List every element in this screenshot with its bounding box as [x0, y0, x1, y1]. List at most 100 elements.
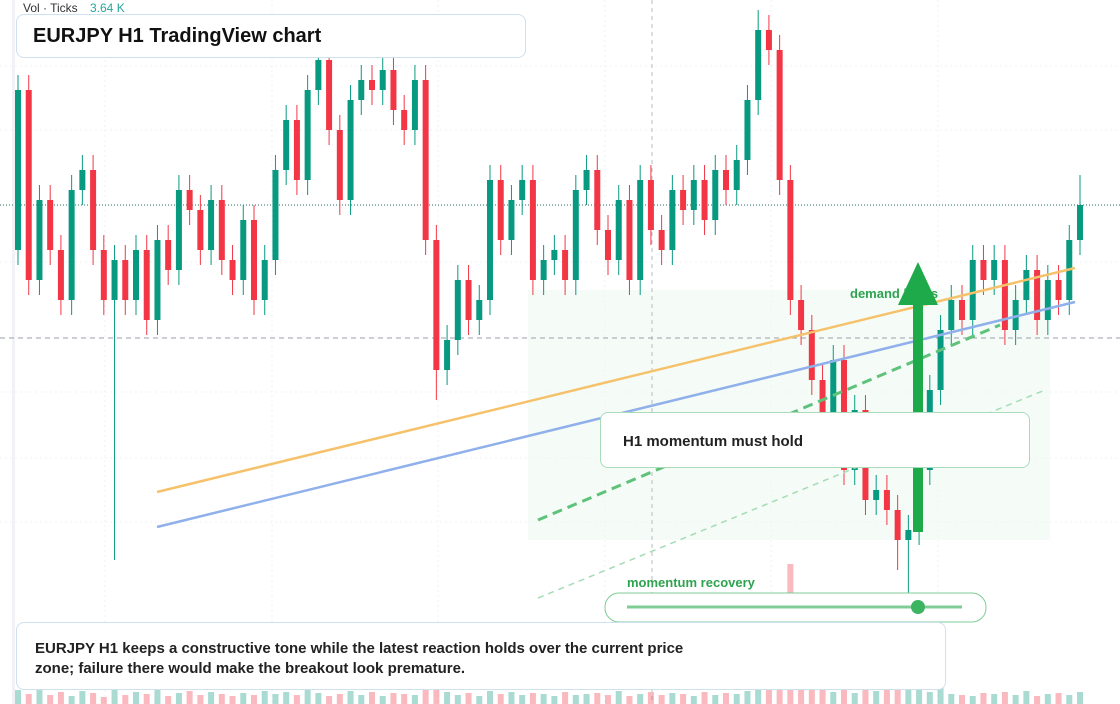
- volume-bar: [272, 694, 279, 704]
- volume-bar: [969, 696, 976, 704]
- volume-bar: [111, 689, 118, 704]
- volume-bar: [605, 695, 611, 704]
- volume-bar: [926, 692, 933, 704]
- volume-bar: [390, 693, 397, 704]
- volume-bar: [723, 693, 729, 704]
- volume-bar: [122, 695, 129, 704]
- candle-body: [90, 170, 97, 250]
- volume-bar: [304, 690, 311, 704]
- volume-bar: [401, 694, 408, 704]
- candle-body: [830, 360, 837, 420]
- candle-body: [529, 180, 536, 280]
- volume-bar: [154, 690, 161, 704]
- volume-bar: [369, 692, 375, 704]
- candle-body: [647, 180, 654, 230]
- volume-bar: [680, 694, 687, 704]
- candle-body: [948, 300, 955, 330]
- volume-bar: [487, 691, 493, 704]
- volume-bar: [744, 691, 751, 704]
- candle-body: [143, 250, 150, 320]
- volume-bar: [572, 695, 579, 704]
- volume-bar: [765, 686, 772, 704]
- volume-bar: [1012, 695, 1019, 704]
- candle-body: [1023, 270, 1030, 300]
- candle-body: [454, 280, 461, 340]
- annotation-box: H1 momentum must hold: [600, 412, 1030, 468]
- volume-bar: [497, 694, 504, 704]
- candle-body: [1001, 260, 1008, 330]
- volume-bar: [830, 692, 837, 704]
- volume-bar: [594, 693, 601, 704]
- candle-body: [133, 250, 139, 300]
- volume-bar: [68, 696, 75, 704]
- candle-body: [1044, 280, 1051, 320]
- volume-bar: [208, 692, 215, 704]
- volume-bar: [133, 692, 139, 704]
- candle-body: [218, 200, 225, 260]
- candle-body: [572, 190, 579, 280]
- volume-value: 3.64 K: [90, 1, 125, 15]
- candle-body: [433, 240, 440, 370]
- volume-bar: [519, 695, 526, 704]
- candle-body: [401, 110, 408, 130]
- candle-body: [637, 180, 644, 280]
- candle-body: [261, 260, 268, 300]
- volume-bar: [529, 693, 536, 704]
- volume-bar: [251, 695, 257, 704]
- volume-bar: [937, 688, 944, 704]
- candle-body: [744, 100, 751, 160]
- volume-bar: [379, 696, 386, 704]
- candle-body: [980, 260, 987, 280]
- candle-body: [959, 300, 965, 320]
- candle-body: [723, 170, 729, 190]
- volume-bar: [712, 695, 719, 704]
- volume-bar: [626, 696, 633, 704]
- candle-body: [122, 260, 129, 300]
- volume-bar: [315, 693, 322, 704]
- slider-knob[interactable]: [911, 600, 925, 614]
- candle-body: [690, 180, 697, 210]
- volume-bar: [411, 695, 418, 704]
- volume-bar: [1001, 692, 1008, 704]
- candle-body: [540, 260, 547, 280]
- candle-body: [551, 250, 558, 260]
- volume-bar: [583, 694, 590, 704]
- volume-bar: [240, 693, 247, 704]
- volume-bar: [1034, 696, 1041, 704]
- caption: EURJPY H1 keeps a constructive tone whil…: [16, 622, 946, 690]
- candle-body: [57, 250, 64, 300]
- volume-bar: [1077, 692, 1083, 704]
- volume-bar: [15, 690, 21, 704]
- candle-body: [583, 170, 590, 190]
- volume-bar: [669, 693, 676, 704]
- candle-body: [251, 220, 257, 300]
- volume-bar: [347, 691, 354, 704]
- candle-body: [669, 190, 676, 250]
- candle-body: [476, 300, 483, 320]
- candle-body: [229, 260, 236, 280]
- volume-bar: [615, 691, 622, 704]
- volume-bar: [647, 692, 654, 704]
- volume-bar: [637, 694, 644, 704]
- candle-body: [197, 210, 204, 250]
- volume-bar: [1044, 694, 1051, 704]
- volume-bar: [905, 684, 912, 704]
- volume-bar: [991, 694, 998, 704]
- volume-bar: [819, 690, 826, 704]
- volume-bar: [755, 689, 762, 704]
- volume-bar: [916, 690, 923, 704]
- candle-body: [733, 160, 740, 190]
- candle-body: [626, 200, 633, 280]
- volume-bar: [229, 696, 236, 704]
- candle-body: [873, 490, 880, 500]
- candle-body: [379, 70, 386, 90]
- candle-body: [315, 60, 322, 90]
- candle-body: [326, 60, 333, 130]
- candle-body: [36, 200, 43, 280]
- volume-bar: [862, 689, 869, 704]
- candle-body: [47, 200, 54, 250]
- candle-body: [969, 260, 976, 320]
- candle-body: [776, 50, 783, 180]
- candle-body: [905, 530, 912, 540]
